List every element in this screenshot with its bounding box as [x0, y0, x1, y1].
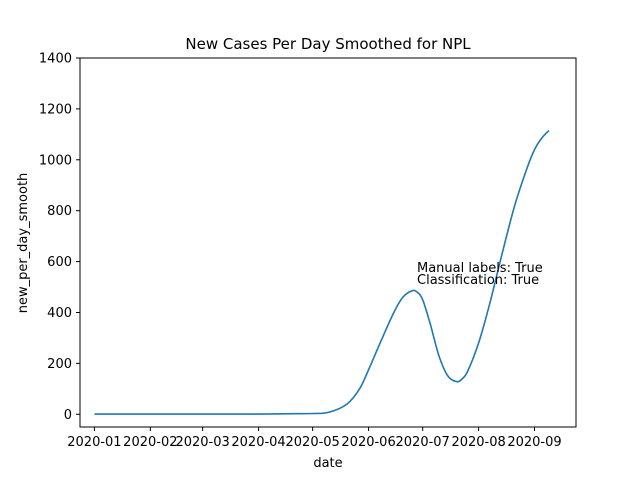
y-tick-label: 0 — [64, 408, 72, 423]
y-axis-label: new_per_day_smooth — [16, 173, 31, 314]
x-tick-label: 2020-04 — [231, 435, 285, 450]
plot-frame — [79, 57, 577, 428]
annotation-manual-labels: Manual labels: True — [417, 261, 543, 276]
x-tick-label: 2020-02 — [123, 435, 177, 450]
y-tick-label: 1400 — [39, 52, 72, 67]
y-tick-label: 1000 — [39, 153, 72, 168]
x-axis-label: date — [313, 456, 342, 471]
chart-title: New Cases Per Day Smoothed for NPL — [185, 35, 471, 53]
x-tick-label: 2020-01 — [67, 435, 121, 450]
y-tick-label: 200 — [47, 357, 72, 372]
x-tick-label: 2020-09 — [507, 435, 561, 450]
x-tick-label: 2020-07 — [396, 435, 450, 450]
y-tick-label: 400 — [47, 306, 72, 321]
annotation-classification: Classification: True — [417, 273, 539, 288]
x-tick-label: 2020-05 — [286, 435, 340, 450]
y-axis: 0 200 400 600 800 1000 1200 1400 — [39, 52, 80, 423]
x-tick-label: 2020-08 — [451, 435, 505, 450]
y-tick-label: 800 — [47, 204, 72, 219]
x-tick-label: 2020-06 — [341, 435, 395, 450]
series-line — [94, 129, 550, 415]
x-tick-label: 2020-03 — [175, 435, 229, 450]
y-tick-label: 600 — [47, 255, 72, 270]
y-tick-label: 1200 — [39, 102, 72, 117]
